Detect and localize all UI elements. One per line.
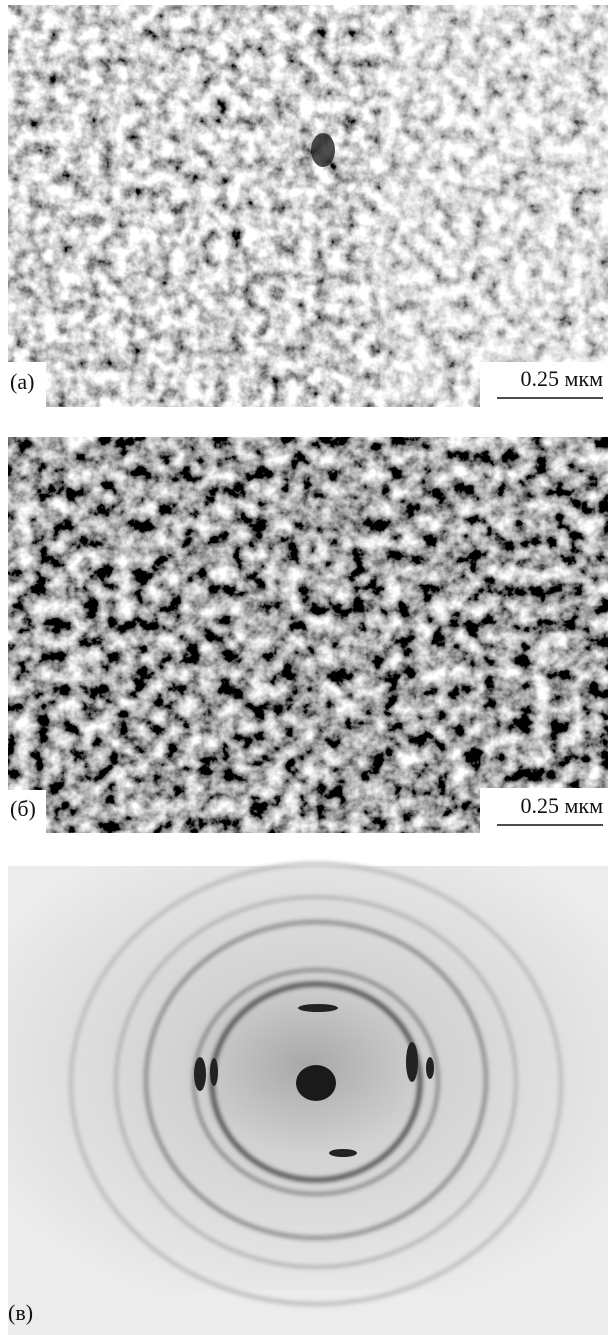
panel-label: (в)	[8, 1300, 33, 1325]
central-beam	[296, 1065, 336, 1101]
spot	[194, 1057, 206, 1091]
dark-particle	[311, 133, 335, 167]
spot	[406, 1042, 418, 1082]
spot	[210, 1058, 218, 1086]
diffraction-pattern	[8, 1290, 608, 1335]
figure: (а) 0.25 мкм (б) 0.25 мкм (в)	[0, 0, 610, 1335]
panel-c	[8, 864, 608, 1335]
page: (а) 0.25 мкм (б) 0.25 мкм (в) (() => {	[0, 0, 610, 1335]
micrograph-dark-field	[8, 437, 608, 833]
spot	[298, 1004, 338, 1012]
spot	[329, 1149, 357, 1157]
panel-label: (б)	[10, 796, 36, 821]
panel-label: (а)	[10, 369, 34, 394]
panel-a	[8, 5, 608, 407]
scale-bar-label: 0.25 мкм	[520, 793, 603, 818]
spot	[426, 1057, 434, 1079]
illumination	[380, 5, 608, 407]
scale-bar-label: 0.25 мкм	[520, 366, 603, 391]
panel-b	[8, 437, 608, 833]
